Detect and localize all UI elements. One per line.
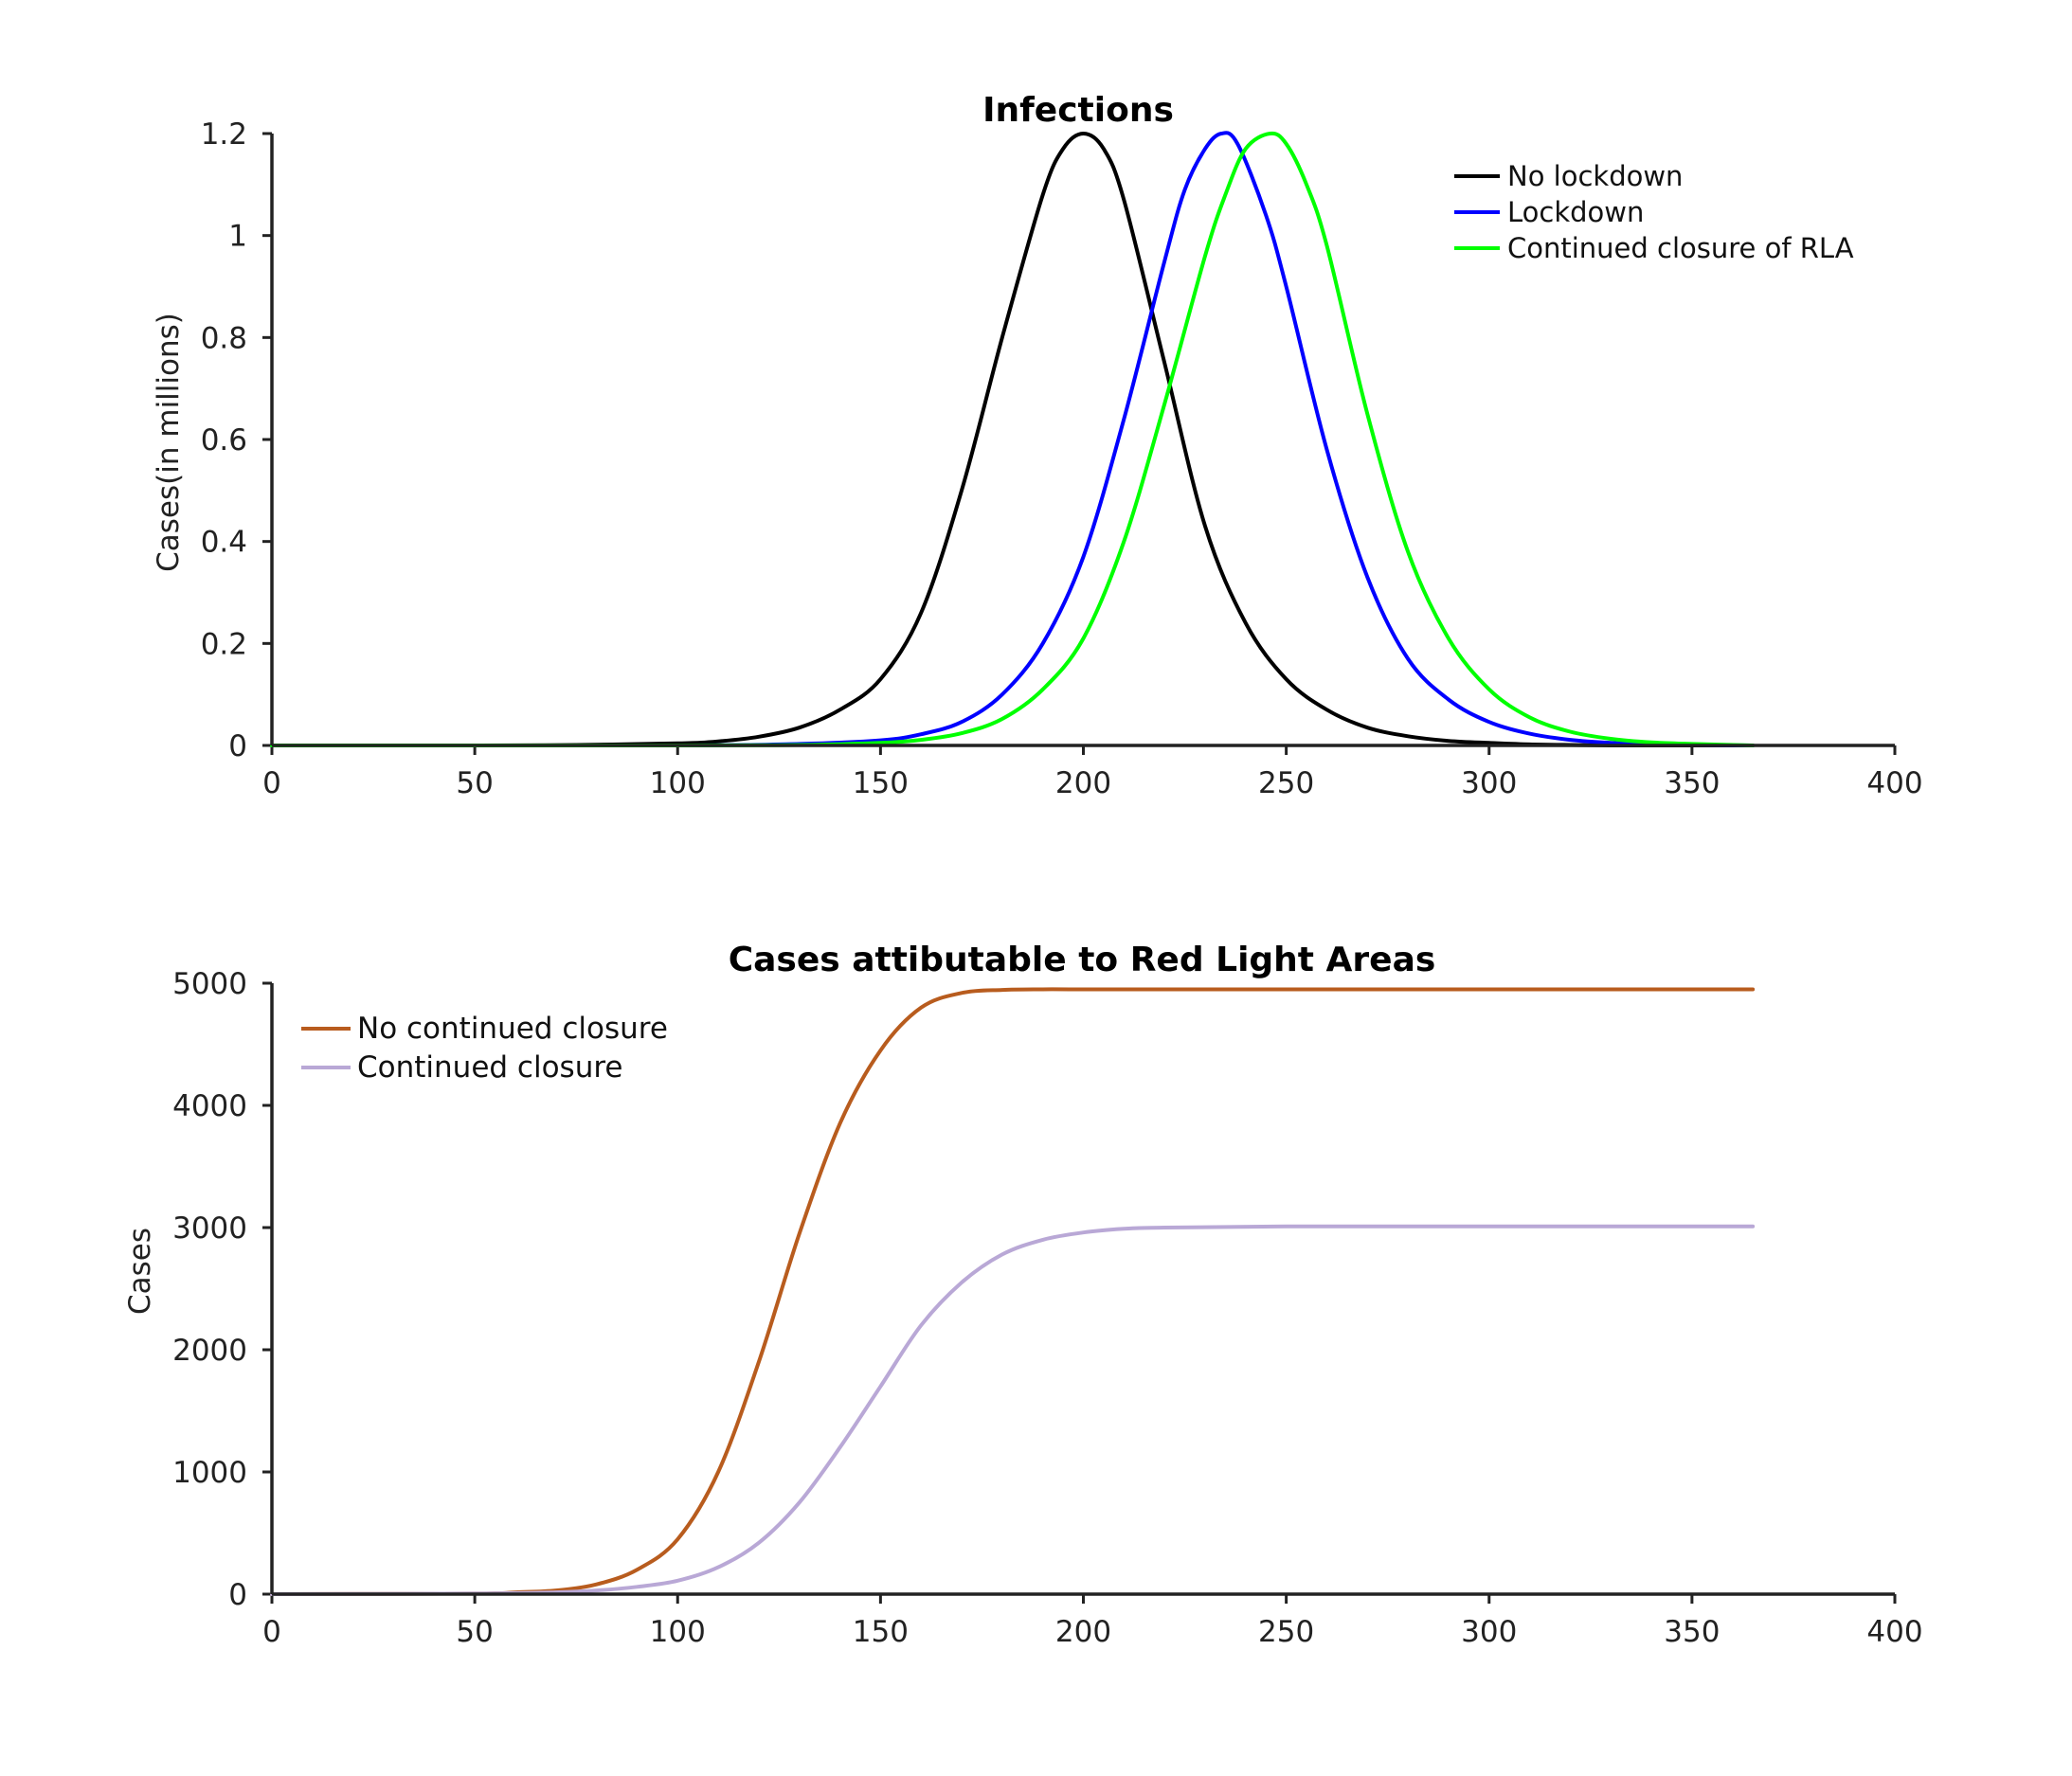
y-tick-label: 0.4 [201,526,247,560]
legend-label: Continued closure of RLA [1507,232,1854,264]
x-tick-label: 400 [1866,766,1922,800]
legend-label: Continued closure [357,1050,622,1085]
x-tick-label: 400 [1866,1615,1922,1649]
chart-title: Infections [982,91,1174,130]
y-tick-label: 3000 [172,1211,247,1246]
x-tick-label: 150 [853,766,909,800]
y-tick-label: 4000 [172,1089,247,1123]
legend: No continued closure Continued closure [301,1012,668,1085]
x-tick-label: 100 [650,1615,706,1649]
rla-cases-chart: Cases attibutable to Red Light Areas Cas… [123,941,1923,1649]
series-line-lockdown [270,131,1756,748]
y-axis-ticks: 0 1000 2000 3000 4000 5000 [172,967,272,1612]
y-tick-label: 0 [228,729,247,763]
series-line-no-lockdown [270,132,1756,748]
y-tick-label: 0 [228,1578,247,1612]
x-tick-label: 200 [1055,1615,1111,1649]
infections-chart: Infections Cases(in millions) 0 50 100 150 2… [152,91,1923,800]
legend-label: Lockdown [1507,196,1644,228]
legend-label: No lockdown [1507,160,1683,192]
y-axis-label: Cases(in millions) [152,313,186,572]
x-tick-label: 300 [1461,766,1517,800]
series-line-no-continued-closure [270,987,1756,1596]
x-tick-label: 0 [262,766,281,800]
y-tick-label: 5000 [172,967,247,1001]
legend: No lockdown Lockdown Continued closure of … [1454,160,1854,264]
x-tick-label: 50 [456,766,493,800]
series-lines [270,987,1756,1596]
x-tick-label: 200 [1055,766,1111,800]
x-tick-label: 50 [456,1615,493,1649]
y-axis-label: Cases [123,1228,157,1315]
x-tick-label: 0 [262,1615,281,1649]
y-tick-label: 1 [228,220,247,254]
y-axis-ticks: 0 0.2 0.4 0.6 0.8 1 1.2 [201,117,272,763]
y-tick-label: 0.2 [201,627,247,661]
x-axis-ticks: 0 50 100 150 200 250 300 350 400 [262,745,1923,800]
x-tick-label: 250 [1258,766,1314,800]
x-tick-label: 250 [1258,1615,1314,1649]
y-tick-label: 1000 [172,1456,247,1490]
series-line-continued-closure-of-rla [270,131,1756,748]
series-line-continued-closure [270,1224,1756,1596]
y-tick-label: 1.2 [201,117,247,152]
series-lines [270,131,1756,748]
legend-label: No continued closure [357,1012,668,1046]
x-tick-label: 300 [1461,1615,1517,1649]
x-tick-label: 350 [1664,766,1720,800]
y-tick-label: 0.8 [201,321,247,355]
x-tick-label: 150 [853,1615,909,1649]
x-tick-label: 350 [1664,1615,1720,1649]
y-tick-label: 2000 [172,1334,247,1368]
x-tick-label: 100 [650,766,706,800]
y-tick-label: 0.6 [201,423,247,457]
chart-title: Cases attibutable to Red Light Areas [729,941,1436,979]
x-axis-ticks: 0 50 100 150 200 250 300 350 400 [262,1594,1923,1649]
